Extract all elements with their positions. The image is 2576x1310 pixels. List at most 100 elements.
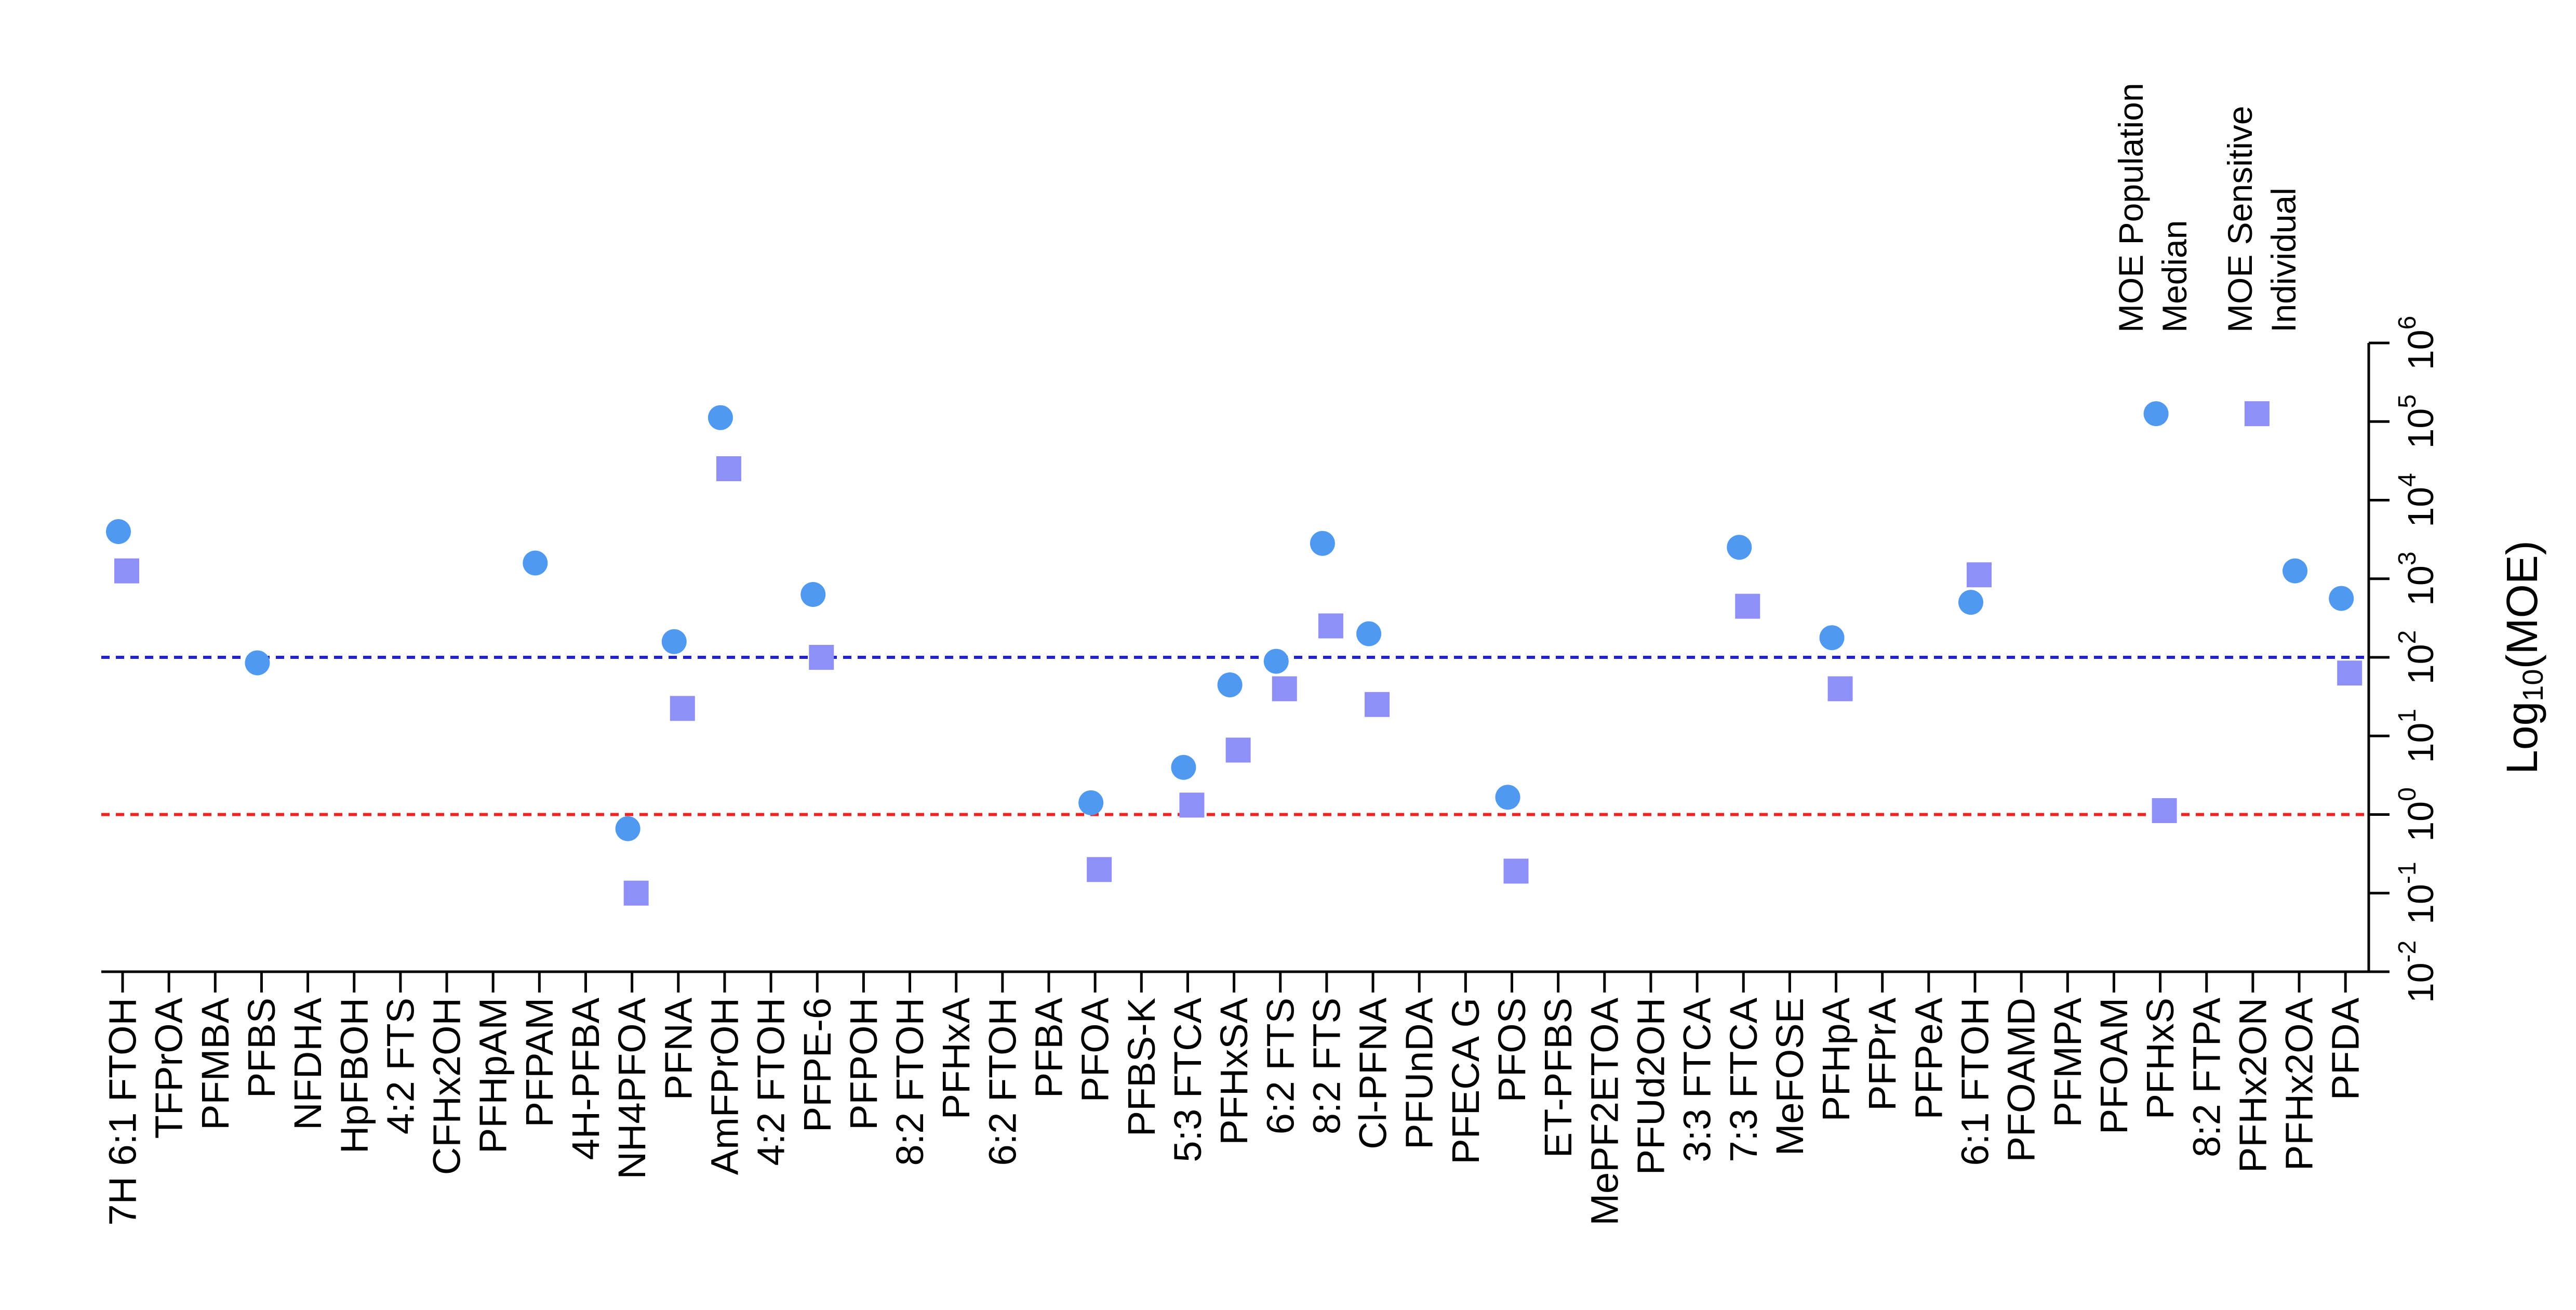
- x-tick-label: 4:2 FTS: [379, 998, 422, 1134]
- x-tick-label: MePF2ETOA: [1583, 997, 1626, 1225]
- population-median-point: [2143, 401, 2169, 427]
- x-tick-label: PFPE-6: [796, 998, 839, 1132]
- x-tick-label: CFHx2OH: [425, 998, 469, 1175]
- population-median-point: [1217, 672, 1243, 697]
- y-tick-label: 10-2: [2394, 941, 2441, 1003]
- x-tick-label: PFHxA: [935, 997, 978, 1119]
- sensitive-individual-point: [1225, 737, 1251, 763]
- population-median-point: [661, 629, 687, 654]
- population-median-point: [1263, 649, 1289, 674]
- population-median-point: [615, 816, 640, 841]
- population-median-point: [1356, 621, 1382, 646]
- x-tick-label: PFOA: [1074, 997, 1117, 1102]
- x-tick-label: PFHpAM: [472, 998, 515, 1154]
- x-tick-label: PFBS-K: [1120, 998, 1163, 1136]
- x-tick-label: 3:3 FTCA: [1676, 997, 1719, 1162]
- x-tick-label: 5:3 FTCA: [1166, 997, 1209, 1162]
- y-tick-label: 105: [2394, 394, 2441, 449]
- x-tick-label: PFPAM: [518, 998, 561, 1127]
- x-tick-label: PFDA: [2324, 997, 2367, 1100]
- data-points: [106, 401, 2363, 906]
- x-tick-label: PFHxS: [2139, 998, 2182, 1119]
- y-tick-label: 106: [2394, 316, 2441, 370]
- legend-label: MOE Sensitive Individual: [2221, 106, 2303, 333]
- x-tick-label: Cl-PFNA: [1352, 997, 1395, 1149]
- x-tick-label: PFUnDA: [1398, 997, 1441, 1149]
- x-tick-label: PFPrA: [1861, 997, 1904, 1111]
- population-median-point: [2329, 586, 2354, 611]
- x-tick-label: AmFPrOH: [703, 998, 746, 1175]
- x-tick-label: 8:2 FTPA: [2185, 997, 2228, 1157]
- population-median-point: [1310, 531, 1335, 556]
- x-tick-label: HpFBOH: [332, 998, 376, 1154]
- y-tick-label: 104: [2394, 473, 2441, 527]
- sensitive-individual-point: [670, 696, 695, 721]
- x-tick-label: 4H-PFBA: [564, 997, 607, 1160]
- x-tick-label: 4:2 FTOH: [750, 998, 793, 1166]
- sensitive-individual-point: [1179, 792, 1205, 818]
- x-tick-label: 8:2 FTS: [1305, 998, 1348, 1134]
- population-median-point: [1727, 535, 1752, 560]
- sensitive-individual-point: [1735, 593, 1760, 619]
- sensitive-individual-point: [809, 645, 834, 670]
- sensitive-individual-point: [1503, 858, 1529, 884]
- x-tick-label: PFHx2ON: [2231, 998, 2274, 1173]
- population-median-point: [106, 519, 131, 544]
- legend-label: MOE Population Median: [2112, 83, 2194, 333]
- x-tick-label: PFNA: [657, 997, 700, 1100]
- x-tick-label: PFOS: [1490, 998, 1533, 1102]
- axes: [101, 341, 2390, 993]
- sensitive-individual-point: [114, 558, 139, 584]
- x-tick-label: PFMPA: [2046, 997, 2089, 1127]
- population-median-point: [1171, 755, 1196, 780]
- x-tick-label: PFBA: [1027, 997, 1071, 1098]
- x-tick-label: PFUd2OH: [1629, 998, 1672, 1175]
- y-tick-label: 100: [2394, 787, 2441, 842]
- x-tick-label: 6:2 FTS: [1259, 998, 1302, 1134]
- population-median-point: [1819, 625, 1845, 651]
- x-tick-labels: 7H 6:1 FTOH TFPrOA PFMBA PFBS NFDHA HpFBOH 4:2…: [101, 997, 2367, 1225]
- x-tick-label: 8:2 FTOH: [888, 998, 931, 1166]
- x-tick-label: PFPOH: [842, 998, 885, 1130]
- x-tick-label: NH4PFOA: [610, 997, 653, 1179]
- x-tick-label: PFPeA: [1907, 997, 1950, 1119]
- x-tick-label: ET-PFBS: [1537, 998, 1580, 1158]
- x-tick-label: NFDHA: [286, 997, 329, 1130]
- sensitive-individual-point: [2337, 660, 2363, 686]
- x-tick-label: MeFOSE: [1768, 998, 1811, 1156]
- y-tick-label: 102: [2394, 630, 2441, 685]
- population-median-point: [523, 550, 548, 576]
- x-tick-label: PFHxSA: [1212, 997, 1256, 1145]
- x-tick-label: 6:1 FTOH: [1954, 998, 1997, 1166]
- x-tick-label: 7H 6:1 FTOH: [101, 998, 144, 1226]
- sensitive-individual-point: [1272, 676, 1297, 702]
- y-tick-label: 103: [2394, 551, 2441, 606]
- population-median-point: [245, 650, 270, 676]
- population-median-point: [2283, 558, 2308, 584]
- sensitive-individual-point: [1087, 857, 1112, 882]
- sensitive-individual-point: [716, 456, 741, 481]
- x-tick-label: PFBS: [240, 998, 283, 1098]
- sensitive-individual-point: [2244, 401, 2270, 427]
- y-axis-label: Log10(MOE): [2498, 540, 2549, 774]
- population-median-point: [1958, 590, 1983, 615]
- x-tick-label: PFECA G: [1444, 998, 1487, 1165]
- sensitive-individual-point: [2152, 798, 2177, 823]
- x-tick-label: PFHpA: [1814, 997, 1858, 1121]
- population-median-point: [1078, 790, 1104, 815]
- x-tick-label: PFOAMD: [2000, 998, 2043, 1162]
- sensitive-individual-point: [1967, 562, 1992, 588]
- population-median-point: [1495, 785, 1520, 810]
- population-median-point: [800, 582, 826, 607]
- sensitive-individual-point: [1827, 676, 1853, 702]
- legend: MOE Population Median MOE Sensitive Individ…: [2112, 83, 2303, 333]
- x-tick-label: TFPrOA: [148, 997, 191, 1139]
- y-tick-labels: 10-2 10-1 100 101 102 103 104 105 106: [2394, 316, 2441, 1003]
- x-tick-label: PFHx2OA: [2278, 997, 2321, 1171]
- y-tick-label: 10-1: [2394, 862, 2441, 924]
- y-tick-label: 101: [2394, 709, 2441, 763]
- sensitive-individual-point: [1365, 692, 1390, 717]
- sensitive-individual-point: [1318, 613, 1343, 639]
- population-median-point: [708, 405, 733, 430]
